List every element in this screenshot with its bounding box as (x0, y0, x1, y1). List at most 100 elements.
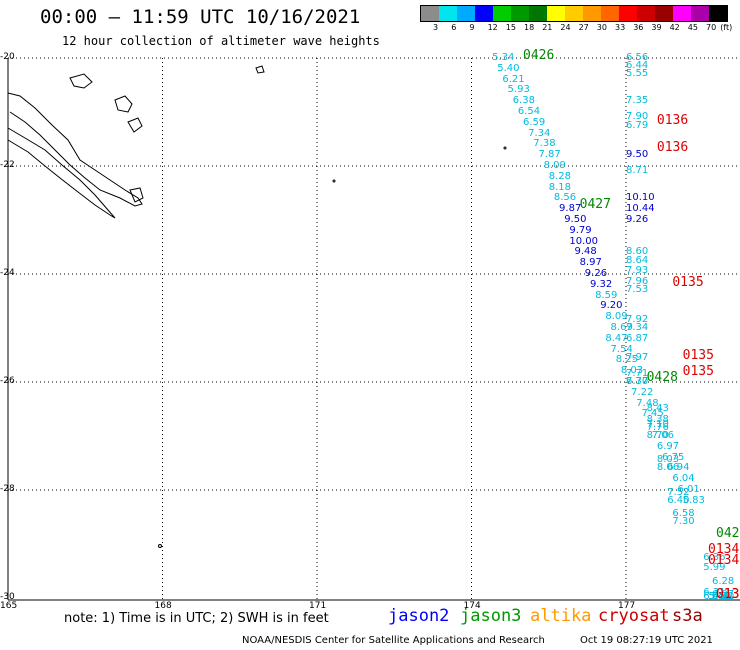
wave-height-value: 6.44 (626, 60, 649, 72)
wave-height-value: 9.26 (626, 214, 649, 225)
color-scale-label: 36 (633, 23, 644, 32)
lat-label: -24 (0, 268, 15, 278)
wave-height-value: 7.45 (641, 408, 664, 420)
wave-height-value: 5.49 (708, 591, 731, 602)
wave-height-value: 8.43 (646, 403, 669, 414)
color-scale-label: 24 (560, 23, 571, 32)
wave-height-value: 8.09 (543, 160, 566, 171)
color-scale-label: 3 (433, 23, 439, 32)
wave-height-value: 8.38 (646, 413, 669, 425)
wave-height-value: 9.32 (589, 278, 613, 290)
new-caledonia-coast-2 (7, 127, 116, 219)
color-scale-label: 21 (542, 23, 553, 32)
wave-height-value: 6.28 (712, 575, 735, 587)
lat-label: -30 (0, 592, 15, 602)
wave-height-value: 7.52 (667, 486, 690, 498)
wave-height-value: 8.09 (605, 311, 628, 323)
lon-label: 171 (309, 601, 327, 611)
map-subtitle: 12 hour collection of altimeter wave hei… (62, 34, 380, 48)
wave-height-value: 10.44 (626, 203, 655, 215)
color-scale-bar (420, 5, 728, 22)
wave-height-value: 5.40 (497, 62, 520, 74)
wave-height-value: 7.53 (626, 284, 649, 296)
pass-time-label: 0134 (708, 542, 740, 558)
legend-altika: altika (530, 606, 592, 626)
wave-height-value: 9.50 (564, 214, 587, 225)
wave-height-value: 7.93 (626, 265, 649, 277)
pass-time-label: 013 (716, 587, 740, 602)
pass-time-label: 0426 (523, 48, 555, 64)
lon-label: 168 (154, 601, 172, 611)
color-swatch (601, 6, 619, 21)
wave-height-value: 7.22 (631, 386, 654, 398)
color-swatch (655, 6, 673, 21)
wave-height-value: 8.06 (656, 462, 680, 474)
islet-3 (158, 544, 162, 548)
color-swatch (439, 6, 457, 21)
legend-s3a: s3a (672, 606, 703, 626)
color-swatch (637, 6, 655, 21)
wave-height-value: 8.69 (610, 322, 633, 333)
pass-time-label: 0135 (672, 275, 704, 291)
wave-height-value: 8.47 (605, 332, 628, 344)
wave-height-value: 6.79 (626, 119, 649, 131)
isle-of-pines (129, 187, 144, 203)
wave-height-value: 6.97 (656, 440, 680, 452)
wave-height-value: 7.54 (610, 343, 633, 355)
wave-height-value: 7.90 (626, 111, 649, 123)
color-scale-label: 33 (615, 23, 626, 32)
wave-height-value: 9.26 (584, 268, 608, 279)
coastline (7, 65, 507, 548)
wave-height-value: 5.55 (626, 68, 649, 80)
wave-height-value: 7.30 (626, 376, 649, 387)
pass-time-label: 042 (716, 526, 740, 542)
wave-height-value: 8.64 (626, 254, 649, 266)
color-scale-label: 15 (505, 23, 516, 32)
color-swatch (511, 6, 529, 21)
pass-time-label: 0136 (656, 140, 689, 156)
lon-label: 174 (463, 601, 481, 611)
new-caledonia-coast (7, 92, 143, 207)
islet-1 (332, 179, 336, 183)
color-swatch (583, 6, 601, 21)
color-scale-label: 9 (469, 23, 475, 32)
color-scale-label: 42 (669, 23, 680, 32)
legend-cryosat: cryosat (598, 606, 670, 626)
wave-height-value: 6.01 (677, 484, 700, 495)
wave-height-value: 5.34 (492, 52, 515, 63)
pass-time-label: 0428 (646, 369, 678, 385)
color-scale-label: 12 (487, 23, 498, 32)
pass-time-label: 0135 (682, 364, 714, 380)
wave-height-value: 8.18 (548, 181, 572, 193)
color-swatch (493, 6, 511, 21)
color-swatch (475, 6, 493, 21)
small-island-1 (255, 65, 265, 74)
wave-height-value: 9.48 (574, 246, 597, 258)
wave-height-value: 6.94 (667, 462, 690, 474)
wave-height-value: 5.83 (682, 494, 705, 506)
color-scale-label: 18 (524, 23, 535, 32)
color-swatch (565, 6, 583, 21)
wave-height-value: 6.45 (703, 591, 726, 602)
lon-label: 177 (618, 601, 636, 611)
wave-height-value: 7.10 (646, 419, 669, 431)
wave-height-value: 9.20 (600, 300, 623, 312)
lat-label: -28 (0, 484, 15, 494)
color-scale-label: 6 (451, 23, 457, 32)
wave-height-value: 8.70 (646, 430, 669, 441)
footer-note: note: 1) Time is in UTC; 2) SWH is in fe… (64, 611, 329, 626)
color-swatch (529, 6, 547, 21)
color-swatch (547, 6, 565, 21)
wave-height-value: 7.35 (626, 95, 649, 107)
map-title: 00:00 – 11:59 UTC 10/16/2021 (40, 6, 361, 28)
wave-height-value: 6.36 (703, 551, 726, 563)
wave-height-value: 6.59 (523, 116, 546, 128)
wave-height-value: 6.31 (703, 586, 726, 598)
color-scale-label: 45 (687, 23, 698, 32)
legend-jason2: jason2 (388, 606, 450, 626)
wave-height-value: 6.58 (672, 508, 695, 520)
color-swatch (691, 6, 709, 21)
lat-label: -26 (0, 376, 15, 386)
grid-lines (7, 57, 740, 601)
islet-2 (503, 146, 507, 150)
